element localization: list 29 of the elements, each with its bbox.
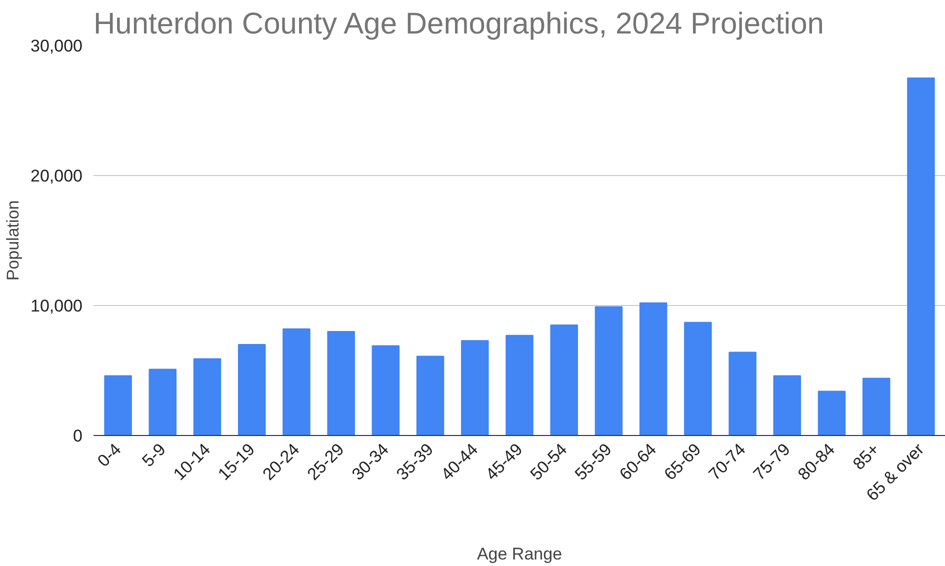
bar xyxy=(550,324,578,436)
bar xyxy=(818,390,846,436)
bar xyxy=(282,328,310,436)
bar xyxy=(416,356,444,436)
y-tick-label: 20,000 xyxy=(30,166,83,186)
y-tick-label: 10,000 xyxy=(30,296,83,316)
bar xyxy=(862,378,890,436)
bar xyxy=(773,375,802,436)
bar xyxy=(639,302,668,436)
bar xyxy=(327,331,355,436)
x-axis-title: Age Range xyxy=(476,544,562,564)
chart-title: Hunterdon County Age Demographics, 2024 Projection xyxy=(94,8,824,40)
bar xyxy=(594,306,623,436)
x-tick-label: 5-9 xyxy=(138,440,170,471)
bar xyxy=(148,368,177,436)
bar xyxy=(372,345,400,436)
x-tick-label: 0-4 xyxy=(94,440,125,471)
bar xyxy=(684,322,712,436)
x-tick-label: 85+ xyxy=(849,440,884,474)
bar xyxy=(238,344,266,436)
y-tick-label: 0 xyxy=(73,426,83,446)
bar xyxy=(907,78,935,436)
bar xyxy=(193,358,222,436)
bar xyxy=(728,352,756,436)
bar xyxy=(506,334,534,436)
bar xyxy=(104,375,132,436)
y-axis-title: Population xyxy=(4,200,23,281)
y-tick-label: 30,000 xyxy=(30,36,83,56)
bar xyxy=(461,340,489,436)
